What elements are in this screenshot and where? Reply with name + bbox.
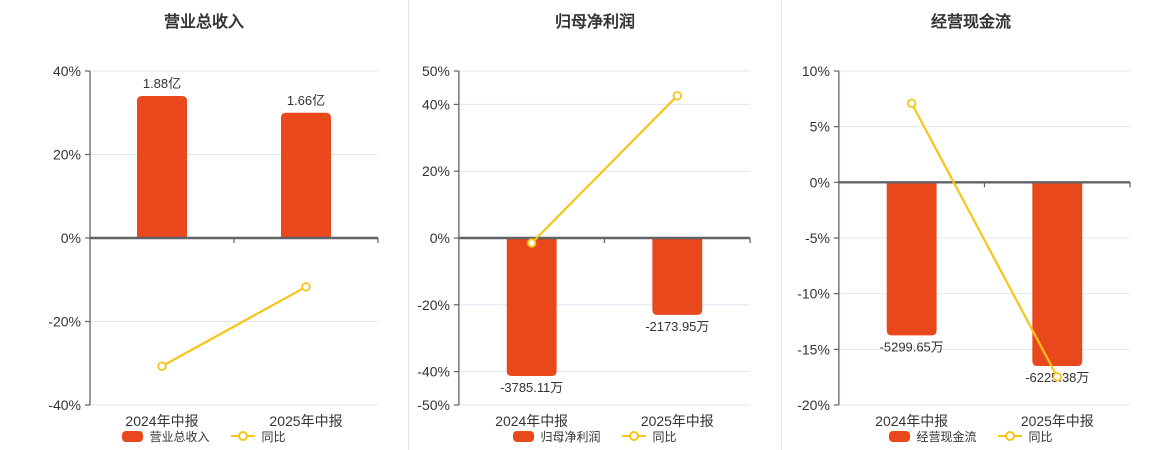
legend-item-bar-series[interactable]: 营业总收入 [122, 428, 210, 445]
yoy-line-marker[interactable] [157, 361, 167, 371]
chart-legend: 经营现金流 同比 [782, 428, 1160, 444]
x-category-label: 2025年中报 [269, 413, 342, 429]
line-series-marker-icon [230, 431, 255, 441]
y-axis-label: -5% [805, 230, 830, 246]
bar[interactable] [506, 238, 557, 376]
bar-series-swatch-icon [122, 430, 144, 442]
chart-legend: 营业总收入 同比 [0, 428, 408, 444]
bar[interactable] [1032, 182, 1083, 367]
legend-label: 同比 [261, 429, 286, 444]
y-axis-label: 0% [430, 230, 450, 246]
panel-operating-revenue: 营业总收入 40% 20% 0% -20% -40% 1.88亿 1.66亿 2024年中报 2… [0, 0, 408, 450]
bar-series-swatch-icon [889, 430, 911, 442]
chart-title: 营业总收入 [163, 14, 244, 31]
legend-item-line-series[interactable]: 同比 [621, 428, 677, 445]
y-axis-label: 0% [810, 174, 830, 190]
y-axis-label: 40% [53, 63, 81, 79]
bar-value-label: 1.88亿 [143, 76, 181, 91]
legend-label: 同比 [652, 429, 677, 444]
bar-series-swatch-icon [513, 430, 535, 442]
x-category-label: 2025年中报 [641, 413, 714, 429]
yoy-line[interactable] [910, 102, 1059, 378]
y-axis-label: 20% [422, 163, 450, 179]
x-category-label: 2024年中报 [495, 413, 568, 429]
chart-title: 归母净利润 [554, 14, 635, 31]
legend-item-line-series[interactable]: 同比 [230, 428, 286, 445]
yoy-line-marker[interactable] [301, 282, 311, 292]
y-axis-label: 40% [422, 96, 450, 112]
y-axis-label: 5% [810, 119, 830, 135]
bar-value-label: -2173.95万 [645, 319, 709, 334]
yoy-line-marker[interactable] [906, 98, 917, 108]
y-axis-label: -20% [48, 314, 81, 330]
chart-title: 经营现金流 [930, 14, 1011, 31]
y-axis-label: -20% [797, 397, 830, 413]
bar[interactable] [886, 182, 937, 336]
x-category-label: 2025年中报 [1021, 413, 1094, 429]
y-axis-label: -10% [797, 286, 830, 302]
x-category-label: 2024年中报 [125, 413, 198, 429]
y-axis-label: -15% [797, 341, 830, 357]
bar[interactable] [137, 96, 187, 238]
yoy-line-marker[interactable] [672, 91, 682, 101]
bar-value-label: -5299.65万 [880, 339, 944, 354]
legend-label: 归母净利润 [540, 429, 601, 444]
legend-label: 营业总收入 [149, 429, 210, 444]
bar[interactable] [281, 112, 331, 238]
y-axis-label: 20% [53, 147, 81, 163]
legend-label: 经营现金流 [916, 429, 977, 444]
yoy-line-marker[interactable] [1052, 372, 1062, 382]
cash-flow-chart-plot: 10%5%0%-5%-10%-15%-20%-5299.65万-6225.38万… [797, 63, 1131, 429]
net-profit-chart-plot: 50% 40% 20% 0% -20% -40% -50% -3785.11万 -2173.95… [417, 63, 751, 429]
y-axis-label: 10% [802, 63, 830, 79]
y-axis-label: -50% [417, 397, 450, 413]
legend-label: 同比 [1028, 429, 1053, 444]
chart-legend: 归母净利润 同比 [409, 428, 781, 444]
y-axis-label: -20% [417, 297, 450, 313]
panel-operating-cash-flow: 经营现金流 10%5%0%-5%-10%-15%-20%-5299.65万-62… [781, 0, 1160, 450]
y-axis-label: 50% [422, 63, 450, 79]
line-series-marker-icon [621, 431, 646, 441]
x-category-label: 2024年中报 [875, 413, 948, 429]
bar-value-label: 1.66亿 [287, 93, 325, 108]
line-series-marker-icon [997, 431, 1022, 441]
yoy-line-marker[interactable] [526, 238, 537, 248]
legend-item-line-series[interactable]: 同比 [997, 428, 1053, 445]
y-axis-label: -40% [417, 364, 450, 380]
legend-item-bar-series[interactable]: 经营现金流 [889, 428, 977, 445]
bar[interactable] [652, 238, 703, 315]
panel-net-profit: 归母净利润 50% 40% 20% 0% -20% -40% -50% -3785.11万 -2… [408, 0, 781, 450]
revenue-chart-plot: 40% 20% 0% -20% -40% 1.88亿 1.66亿 2024年中报 2025年中报 [48, 63, 379, 429]
y-axis-label: -40% [48, 397, 81, 413]
yoy-line[interactable] [530, 95, 679, 244]
y-axis-label: 0% [61, 230, 81, 246]
legend-item-bar-series[interactable]: 归母净利润 [513, 428, 601, 445]
bar-value-label: -3785.11万 [500, 380, 563, 395]
yoy-line[interactable] [161, 285, 307, 368]
